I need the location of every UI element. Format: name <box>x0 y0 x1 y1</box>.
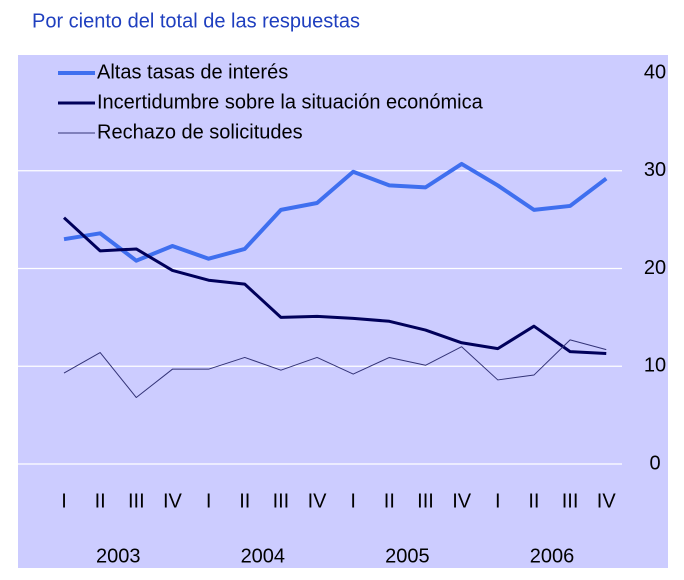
y-tick-label: 0 <box>649 452 660 474</box>
x-tick-label: IV <box>308 490 328 512</box>
x-tick-label: IV <box>163 490 183 512</box>
x-tick-label: III <box>128 490 145 512</box>
y-tick-label: 40 <box>644 61 666 83</box>
year-label: 2004 <box>241 545 286 567</box>
x-tick-label: II <box>95 490 106 512</box>
x-tick-label: I <box>61 490 67 512</box>
x-tick-label: I <box>350 490 356 512</box>
series-line <box>63 339 607 399</box>
x-tick-label: III <box>562 490 579 512</box>
x-tick-label: IV <box>597 490 617 512</box>
legend-label: Incertidumbre sobre la situación económi… <box>97 91 484 113</box>
x-tick-label: III <box>273 490 290 512</box>
x-tick-label: II <box>384 490 395 512</box>
plot-background <box>18 55 668 568</box>
chart-title: Por ciento del total de las respuestas <box>32 10 360 32</box>
x-tick-label: III <box>417 490 434 512</box>
year-label: 2003 <box>96 545 141 567</box>
x-tick-label: II <box>528 490 539 512</box>
legend-label: Altas tasas de interés <box>97 61 288 83</box>
legend-label: Rechazo de solicitudes <box>97 121 303 143</box>
series-line <box>62 216 607 356</box>
x-tick-label: I <box>495 490 501 512</box>
y-tick-label: 30 <box>644 159 666 181</box>
year-label: 2005 <box>385 545 430 567</box>
x-tick-label: I <box>206 490 212 512</box>
x-tick-label: II <box>239 490 250 512</box>
series-line <box>63 161 608 263</box>
x-tick-label: IV <box>452 490 472 512</box>
y-tick-label: 10 <box>644 355 666 377</box>
y-tick-label: 20 <box>644 257 666 279</box>
year-label: 2006 <box>530 545 575 567</box>
